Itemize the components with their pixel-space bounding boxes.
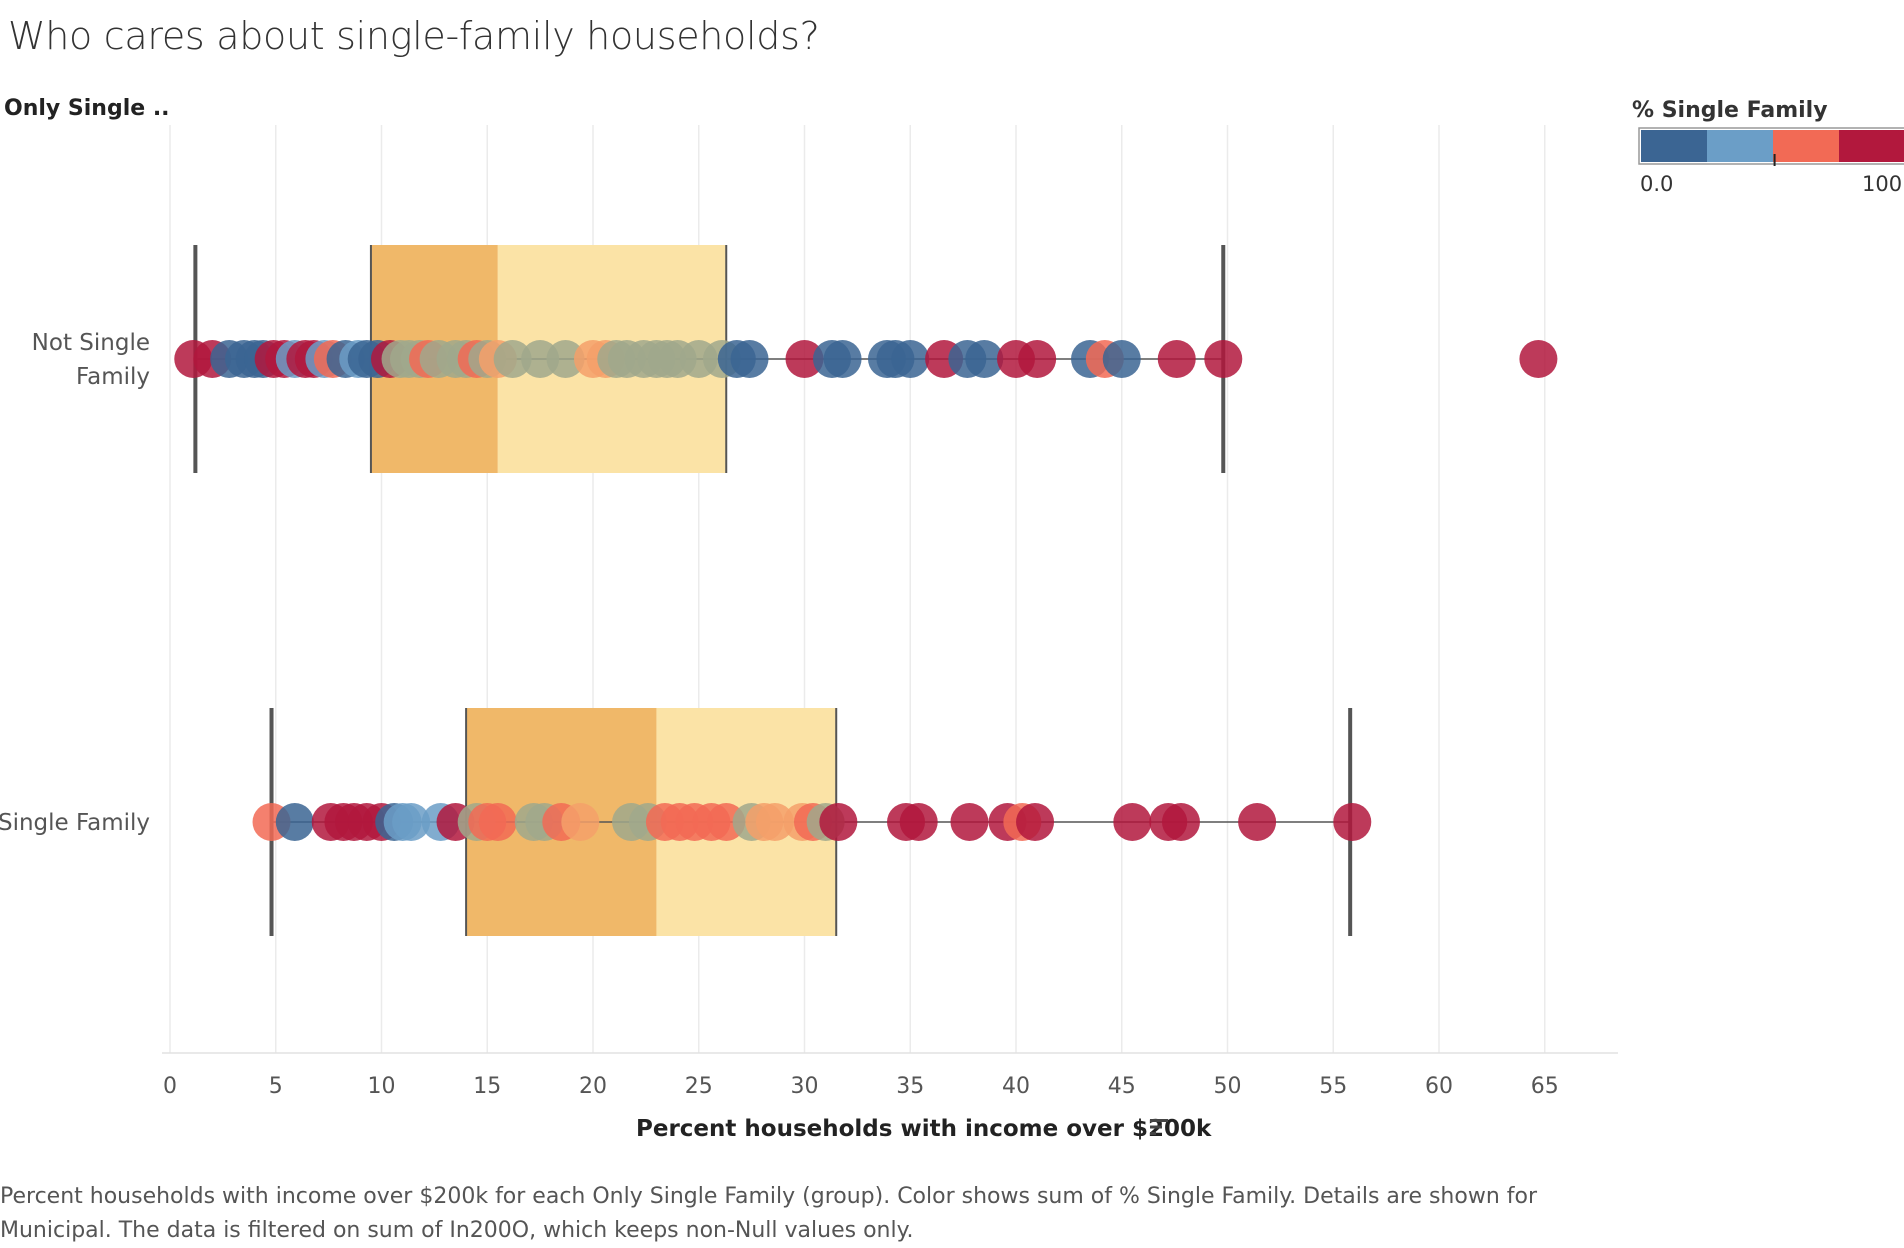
data-point <box>1157 340 1196 378</box>
data-point <box>950 803 989 841</box>
x-axis-label[interactable]: Percent households with income over $200… <box>636 1116 1212 1142</box>
row-header[interactable]: Only Single .. <box>4 96 170 121</box>
data-point <box>478 803 517 841</box>
x-tick-label: 50 <box>1214 1074 1242 1099</box>
data-point <box>965 340 1004 378</box>
legend-color-swatch <box>1641 130 1708 162</box>
data-point <box>1102 340 1141 378</box>
x-tick-label: 40 <box>1002 1074 1030 1099</box>
data-point <box>1238 803 1277 841</box>
legend-title: % Single Family <box>1632 98 1828 123</box>
data-point <box>1333 803 1372 841</box>
legend-color-swatch <box>1773 130 1840 162</box>
data-point <box>1161 803 1200 841</box>
legend-min-label: 0.0 <box>1640 172 1674 196</box>
x-tick-label: 30 <box>791 1074 819 1099</box>
data-point <box>392 803 431 841</box>
data-point <box>730 340 769 378</box>
data-point <box>823 340 862 378</box>
y-tick-label: Single Family <box>0 810 150 836</box>
sort-descending-icon[interactable] <box>1148 1116 1170 1138</box>
x-tick-label: 25 <box>685 1074 713 1099</box>
x-tick-label: 15 <box>473 1074 501 1099</box>
data-point <box>561 803 600 841</box>
data-point <box>1016 803 1055 841</box>
data-point <box>819 803 858 841</box>
data-point <box>891 340 930 378</box>
data-point <box>1018 340 1057 378</box>
data-point <box>1204 340 1243 378</box>
x-tick-label: 5 <box>269 1074 283 1099</box>
x-tick-label: 10 <box>368 1074 396 1099</box>
x-tick-label: 45 <box>1108 1074 1136 1099</box>
legend-color-swatch <box>1839 130 1904 162</box>
data-point <box>1519 340 1558 378</box>
x-tick-label: 60 <box>1425 1074 1453 1099</box>
legend-max-label: 100.0 <box>1862 172 1904 196</box>
data-point <box>546 340 585 378</box>
data-point <box>1113 803 1152 841</box>
x-tick-label: 0 <box>163 1074 177 1099</box>
data-point <box>493 340 532 378</box>
legend-bar-frame <box>1638 127 1904 165</box>
caption: Percent households with income over $200… <box>0 1184 1538 1243</box>
x-tick-label: 35 <box>896 1074 924 1099</box>
data-point <box>899 803 938 841</box>
x-tick-label: 65 <box>1531 1074 1559 1099</box>
data-point <box>275 803 314 841</box>
data-point <box>785 340 824 378</box>
x-tick-label: 20 <box>579 1074 607 1099</box>
x-tick-label: 55 <box>1319 1074 1347 1099</box>
page-title: Who cares about single-family households… <box>8 14 820 58</box>
y-tick-label: Not Single Family <box>32 330 150 390</box>
data-point <box>755 803 794 841</box>
legend-color-swatch <box>1707 130 1774 162</box>
